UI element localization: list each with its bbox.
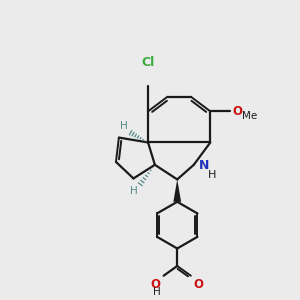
- Text: N: N: [199, 159, 209, 172]
- Polygon shape: [173, 179, 181, 202]
- Text: H: H: [153, 287, 161, 297]
- Text: Cl: Cl: [141, 56, 155, 68]
- Text: O: O: [194, 278, 204, 291]
- Text: H: H: [208, 169, 217, 179]
- Text: H: H: [120, 121, 127, 131]
- Text: O: O: [151, 278, 161, 291]
- Text: Me: Me: [242, 111, 258, 121]
- Text: O: O: [233, 105, 243, 118]
- Text: H: H: [130, 186, 137, 196]
